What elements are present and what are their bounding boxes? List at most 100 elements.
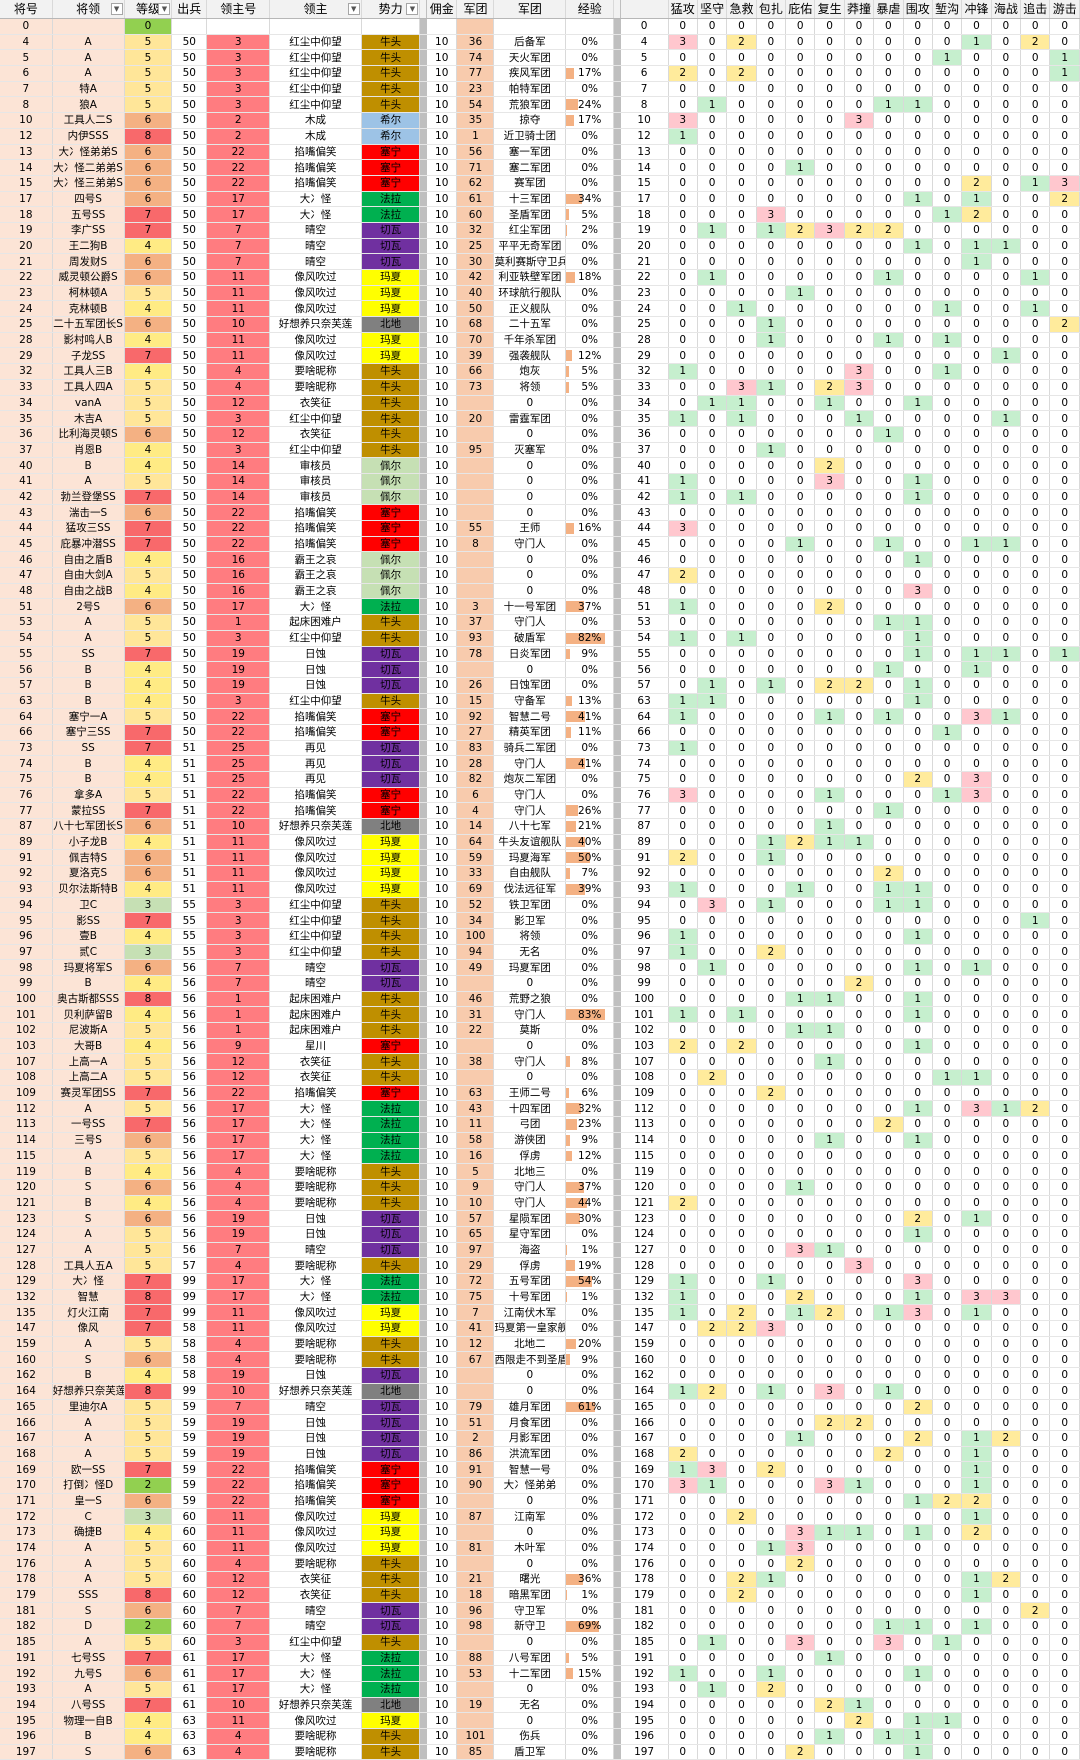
cell-skill-level[interactable]: 0 [756,81,785,97]
cell-skill-level[interactable]: 0 [1050,1352,1080,1368]
cell-skill-level[interactable]: 0 [786,332,815,348]
cell-corps-name[interactable]: 守门人 [494,536,566,552]
cell-skill-level[interactable]: 0 [1050,1572,1080,1588]
cell-skill-level[interactable]: 0 [903,175,932,191]
cell-skill-level[interactable]: 0 [668,1352,697,1368]
cell-skill-level[interactable]: 0 [786,1007,815,1023]
cell-skill-level[interactable]: 0 [844,693,873,709]
cell-skill-level[interactable]: 0 [962,97,991,113]
cell-exp[interactable]: 41% [566,756,614,772]
cell-skill-level[interactable]: 0 [1050,1179,1080,1195]
cell-skill-level[interactable]: 1 [991,348,1020,364]
cell-skill-level[interactable]: 0 [697,975,726,991]
cell-skill-level[interactable]: 1 [668,1462,697,1478]
cell-skill-level[interactable]: 0 [815,960,844,976]
cell-corps-name[interactable]: 后备军 [494,34,566,50]
cell-skill-level[interactable]: 0 [1021,1509,1050,1525]
cell-skill-level[interactable]: 0 [815,34,844,50]
cell-skill-level[interactable]: 2 [844,975,873,991]
cell-faction[interactable]: 切瓦 [361,1211,420,1227]
cell-general-name[interactable]: B [52,1368,124,1384]
cell-skill-level[interactable]: 0 [697,458,726,474]
cell-general-id[interactable]: 127 [0,1242,52,1258]
cell-corps-no[interactable]: 19 [457,1697,494,1713]
cell-lord[interactable]: 要啥昵称 [270,1179,361,1195]
cell-faction[interactable]: 牛头 [361,944,420,960]
cell-skill-level[interactable]: 0 [991,1509,1020,1525]
cell-faction[interactable]: 佩尔 [361,552,420,568]
cell-skill-level[interactable]: 0 [962,332,991,348]
cell-faction[interactable]: 切瓦 [361,975,420,991]
cell-skill-level[interactable]: 0 [903,662,932,678]
cell-skill-level[interactable]: 0 [932,1148,961,1164]
cell-corps-no[interactable]: 64 [457,834,494,850]
cell-skill-level[interactable]: 0 [903,458,932,474]
cell-skill-level[interactable]: 0 [815,1666,844,1682]
cell-skill-level[interactable]: 0 [991,803,1020,819]
cell-lord[interactable]: 大冫怪 [270,1666,361,1682]
cell-general-id[interactable]: 97 [0,944,52,960]
cell-lord[interactable]: 起床困难户 [270,1007,361,1023]
cell-general-name[interactable]: 影村鸣人B [52,332,124,348]
cell-skill-level[interactable]: 0 [903,426,932,442]
cell-skill-level[interactable]: 3 [697,897,726,913]
cell-skill-level[interactable]: 0 [815,128,844,144]
cell-skill-level[interactable]: 0 [786,1587,815,1603]
cell-skill-level[interactable]: 0 [991,1650,1020,1666]
cell-skill-level[interactable]: 0 [727,583,756,599]
cell-skill-level[interactable]: 1 [668,1289,697,1305]
cell-cost[interactable]: 99 [172,1289,207,1305]
cell-exp[interactable]: 5% [566,207,614,223]
cell-gold[interactable]: 10 [427,285,457,301]
cell-grade[interactable]: 5 [124,787,172,803]
cell-general-id[interactable]: 193 [0,1681,52,1697]
cell-corps-name[interactable]: 星陨军团 [494,1211,566,1227]
cell-exp[interactable]: 12% [566,348,614,364]
cell-skill-level[interactable]: 0 [932,740,961,756]
cell-skill-level[interactable]: 0 [991,505,1020,521]
cell-corps-no[interactable] [457,489,494,505]
cell-skill-level[interactable]: 2 [991,1572,1020,1588]
cell-skill-level[interactable]: 0 [1021,693,1050,709]
cell-gold[interactable]: 10 [427,175,457,191]
cell-skill-level[interactable]: 0 [727,1148,756,1164]
cell-skill-level[interactable]: 0 [903,19,932,35]
cell-skill-level[interactable]: 0 [697,1509,726,1525]
cell-skill-level[interactable]: 0 [844,646,873,662]
cell-gold[interactable]: 10 [427,1728,457,1744]
cell-skill-level[interactable]: 0 [991,834,1020,850]
cell-skill-level[interactable]: 0 [756,724,785,740]
cell-skill-level[interactable]: 0 [727,1697,756,1713]
cell-skill-level[interactable]: 0 [991,1681,1020,1697]
cell-lord[interactable]: 要啥昵称 [270,364,361,380]
cell-skill-level[interactable]: 0 [932,1195,961,1211]
cell-skill-level[interactable]: 0 [874,1509,903,1525]
cell-skill-level[interactable]: 0 [844,1509,873,1525]
cell-skill-level[interactable]: 0 [815,1603,844,1619]
cell-skill-level[interactable]: 2 [1050,317,1080,333]
cell-skill-level[interactable]: 0 [932,379,961,395]
cell-skill-level[interactable]: 1 [962,1462,991,1478]
cell-general-id[interactable]: 194 [0,1697,52,1713]
cell-lord[interactable]: 掐嘴偏笑 [270,505,361,521]
cell-lord-no[interactable]: 9 [207,1038,270,1054]
cell-exp[interactable]: 0% [566,677,614,693]
cell-faction[interactable]: 牛头 [361,1556,420,1572]
cell-lord-no[interactable]: 19 [207,1226,270,1242]
cell-corps-name[interactable]: 伐法远征军 [494,881,566,897]
cell-exp[interactable]: 39% [566,881,614,897]
cell-skill-level[interactable]: 0 [903,1697,932,1713]
cell-skill-level[interactable]: 0 [697,50,726,66]
cell-skill-level[interactable]: 0 [991,677,1020,693]
cell-exp[interactable]: 30% [566,1211,614,1227]
cell-lord[interactable]: 像风吹过 [270,301,361,317]
cell-general-name[interactable]: 肖恩B [52,442,124,458]
cell-lord[interactable]: 掐嘴偏笑 [270,175,361,191]
cell-skill-level[interactable]: 0 [815,364,844,380]
cell-faction[interactable]: 法拉 [361,1650,420,1666]
cell-skill-level[interactable]: 0 [1050,1493,1080,1509]
cell-skill-level[interactable]: 0 [697,364,726,380]
cell-exp[interactable]: 0% [566,1634,614,1650]
cell-general-id-copy[interactable]: 4 [620,34,668,50]
